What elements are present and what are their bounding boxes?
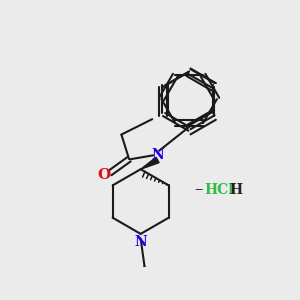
Polygon shape: [141, 157, 159, 169]
Text: O: O: [97, 168, 110, 182]
Text: N: N: [151, 148, 164, 162]
Text: H: H: [229, 183, 242, 197]
Text: N: N: [134, 235, 147, 249]
Text: HCl: HCl: [204, 183, 233, 197]
Text: –: –: [194, 182, 202, 199]
